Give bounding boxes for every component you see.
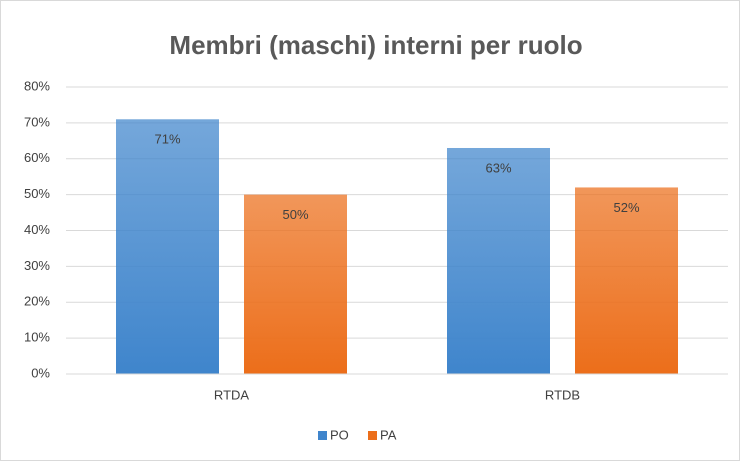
y-tick-label: 80% <box>24 78 50 93</box>
value-label: 71% <box>154 132 180 147</box>
legend-swatch <box>368 431 377 440</box>
legend-label: PO <box>330 427 349 442</box>
y-tick-label: 20% <box>24 294 50 309</box>
y-tick-label: 50% <box>24 186 50 201</box>
y-tick-label: 30% <box>24 258 50 273</box>
y-tick-label: 60% <box>24 150 50 165</box>
value-label: 50% <box>282 207 308 222</box>
bar <box>575 187 678 374</box>
value-label: 63% <box>485 160 511 175</box>
chart-title: Membri (maschi) interni per ruolo <box>169 30 582 60</box>
x-tick-label: RTDA <box>214 387 249 402</box>
y-tick-label: 70% <box>24 114 50 129</box>
bar <box>116 119 219 374</box>
legend-swatch <box>318 431 327 440</box>
bar <box>447 147 550 374</box>
legend-label: PA <box>380 427 397 442</box>
bar <box>244 194 347 374</box>
y-tick-label: 10% <box>24 330 50 345</box>
value-label: 52% <box>613 200 639 215</box>
y-tick-label: 40% <box>24 222 50 237</box>
x-tick-label: RTDB <box>545 387 580 402</box>
y-tick-label: 0% <box>31 365 50 380</box>
